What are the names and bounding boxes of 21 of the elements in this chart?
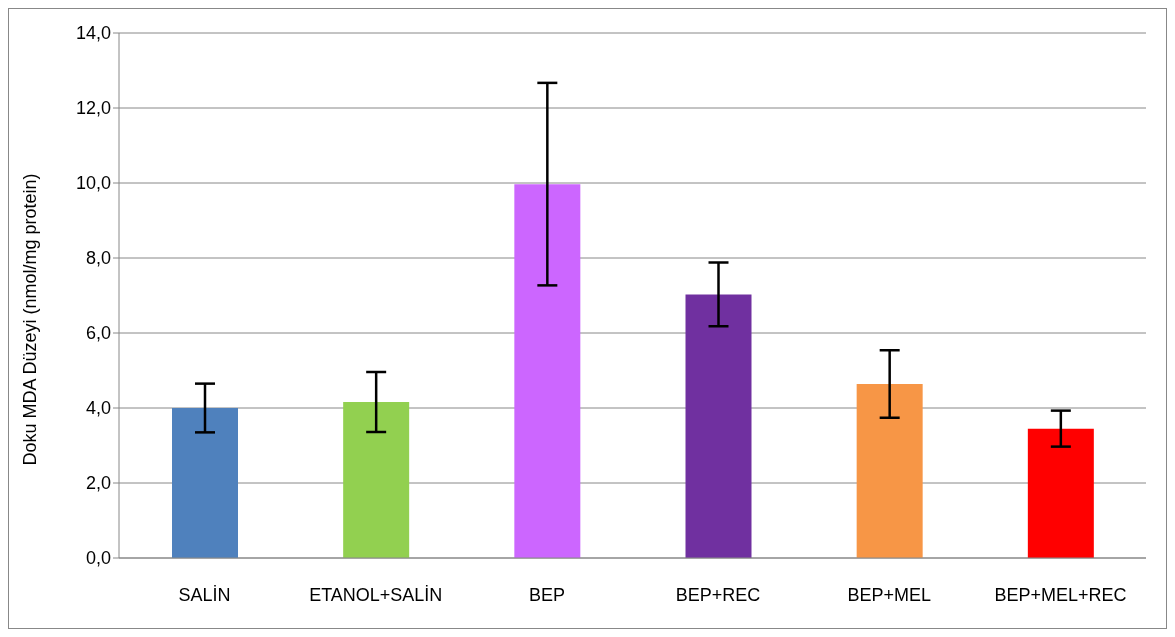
x-tick-label: BEP bbox=[528, 584, 565, 605]
x-tick-label: BEP+MEL bbox=[847, 584, 932, 605]
bar bbox=[514, 184, 581, 558]
bar bbox=[1027, 428, 1094, 558]
y-tick-label: 12,0 bbox=[75, 98, 111, 119]
y-tick-label: 6,0 bbox=[85, 323, 111, 344]
x-tick-label: BEP+REC bbox=[675, 584, 761, 605]
x-tick-label: ETANOL+SALİN bbox=[309, 584, 443, 605]
x-tick-label: SALİN bbox=[178, 584, 231, 605]
y-tick-label: 2,0 bbox=[85, 473, 111, 494]
y-tick-label: 14,0 bbox=[75, 23, 111, 44]
bar bbox=[343, 402, 410, 558]
y-tick-label: 8,0 bbox=[85, 248, 111, 269]
y-tick-label: 4,0 bbox=[85, 398, 111, 419]
bar bbox=[685, 294, 752, 558]
bar bbox=[856, 384, 923, 558]
y-tick-label: 0,0 bbox=[85, 548, 111, 569]
x-tick-label: BEP+MEL+REC bbox=[994, 584, 1127, 605]
y-tick-label: 10,0 bbox=[75, 173, 111, 194]
y-axis-title: Doku MDA Düzeyi (nmol/mg protein) bbox=[20, 173, 41, 466]
bar bbox=[172, 408, 238, 558]
